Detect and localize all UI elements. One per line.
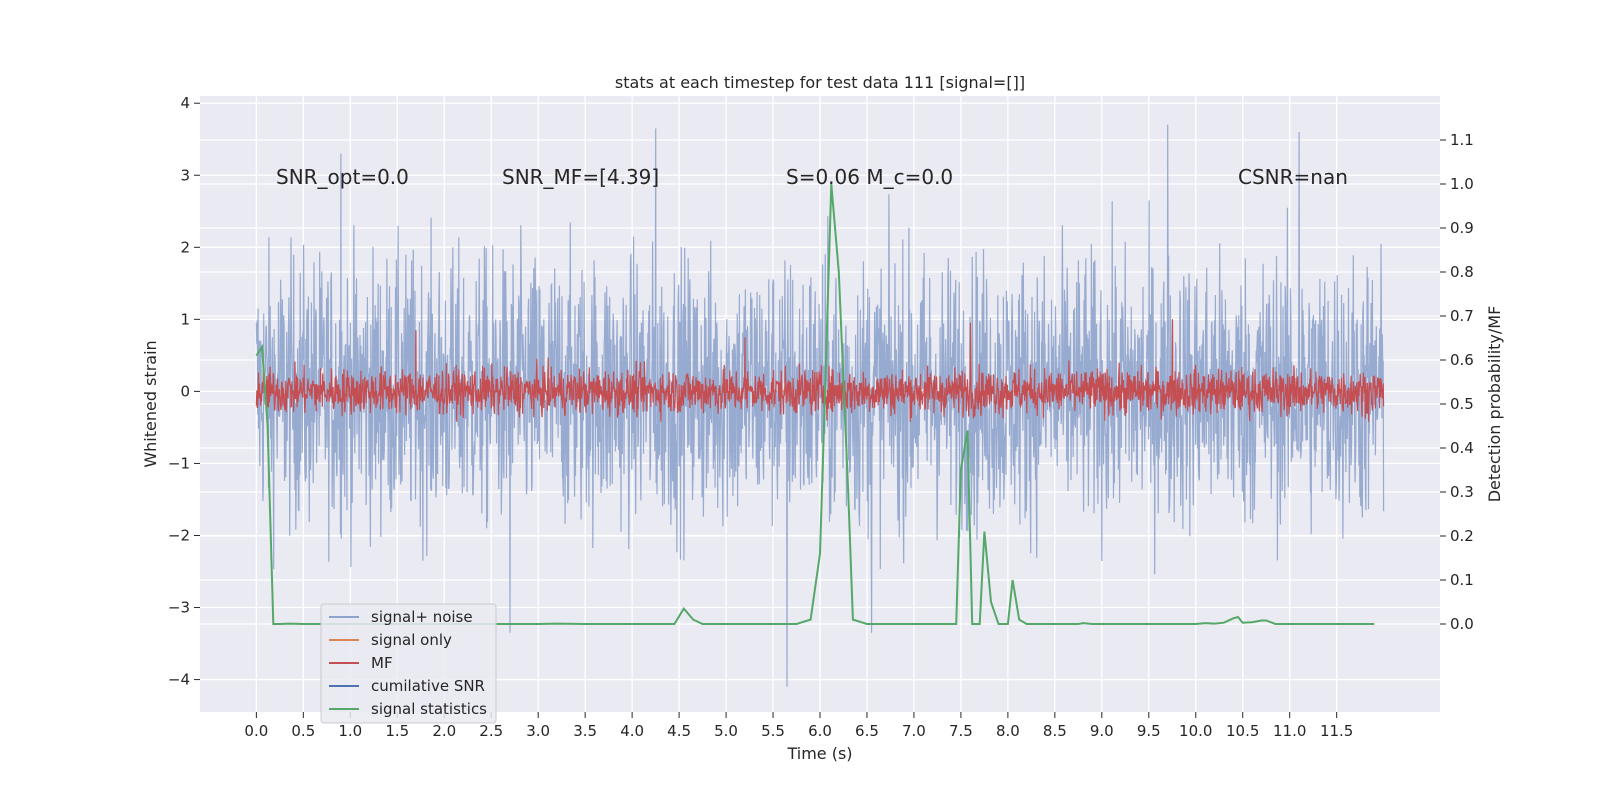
x-tick-label: 4.5 xyxy=(667,722,691,740)
legend: signal+ noise signal only MF cumilative SNR… xyxy=(320,603,497,724)
chart-title: stats at each timestep for test data 111… xyxy=(615,73,1025,92)
legend-label: signal only xyxy=(371,631,452,649)
y-left-tick-label: 4 xyxy=(180,94,190,112)
y-left-tick-label: −2 xyxy=(168,526,190,544)
y-left-tick-label: 3 xyxy=(180,166,190,184)
x-tick-label: 7.5 xyxy=(949,722,973,740)
x-tick-label: 10.0 xyxy=(1179,722,1212,740)
y-right-tick-label: 0.2 xyxy=(1450,527,1474,545)
y-right-tick-label: 0.7 xyxy=(1450,307,1474,325)
annotation-csnr: CSNR=nan xyxy=(1238,165,1348,189)
y-left-tick-label: −3 xyxy=(168,599,190,617)
x-tick-label: 8.5 xyxy=(1043,722,1067,740)
y-right-tick-label: 0.8 xyxy=(1450,263,1474,281)
x-tick-label: 0.0 xyxy=(244,722,268,740)
x-tick-label: 5.0 xyxy=(714,722,738,740)
x-tick-label: 6.0 xyxy=(808,722,832,740)
y-left-tick-label: −1 xyxy=(168,454,190,472)
y-right-tick-label: 0.4 xyxy=(1450,439,1474,457)
y-right-tick-label: 0.6 xyxy=(1450,351,1474,369)
series-mf xyxy=(255,319,1385,422)
x-tick-label: 0.5 xyxy=(291,722,315,740)
annotation-snr-opt: SNR_opt=0.0 xyxy=(276,165,409,189)
x-tick-label: 6.5 xyxy=(855,722,879,740)
y-left-axis-ticks: −4 −3 −2 −1 0 1 2 3 4 xyxy=(168,94,200,689)
x-tick-label: 11.5 xyxy=(1320,722,1353,740)
y-right-tick-label: 0.9 xyxy=(1450,219,1474,237)
x-tick-label: 3.0 xyxy=(526,722,550,740)
x-tick-label: 2.5 xyxy=(479,722,503,740)
legend-label: MF xyxy=(371,654,393,672)
y-left-tick-label: 1 xyxy=(180,310,190,328)
legend-label: cumilative SNR xyxy=(371,677,485,695)
x-tick-label: 5.5 xyxy=(761,722,785,740)
series-layer xyxy=(255,124,1385,687)
series-signal-statistics xyxy=(255,183,1375,625)
annotation-snr-mf: SNR_MF=[4.39] xyxy=(502,165,659,189)
x-tick-label: 7.0 xyxy=(902,722,926,740)
y-left-axis-label: Whitened strain xyxy=(141,340,160,467)
y-right-tick-label: 1.1 xyxy=(1450,131,1474,149)
x-tick-label: 8.0 xyxy=(996,722,1020,740)
y-right-tick-label: 0.0 xyxy=(1450,615,1474,633)
y-left-tick-label: −4 xyxy=(168,671,190,689)
x-tick-label: 1.0 xyxy=(338,722,362,740)
series-signal-noise xyxy=(255,124,1385,687)
x-tick-label: 4.0 xyxy=(620,722,644,740)
annotation-s-mc: S=0.06 M_c=0.0 xyxy=(786,165,953,189)
x-tick-label: 1.5 xyxy=(385,722,409,740)
y-left-tick-label: 2 xyxy=(180,238,190,256)
x-tick-label: 3.5 xyxy=(573,722,597,740)
x-tick-label: 2.0 xyxy=(432,722,456,740)
x-tick-label: 10.5 xyxy=(1226,722,1259,740)
legend-label: signal+ noise xyxy=(371,608,473,626)
y-right-tick-label: 1.0 xyxy=(1450,175,1474,193)
y-right-axis-label: Detection probability/MF xyxy=(1485,306,1504,503)
x-tick-label: 11.0 xyxy=(1273,722,1306,740)
y-right-tick-label: 0.5 xyxy=(1450,395,1474,413)
x-tick-label: 9.0 xyxy=(1090,722,1114,740)
y-left-tick-label: 0 xyxy=(180,382,190,400)
legend-box xyxy=(320,603,497,724)
y-right-tick-label: 0.3 xyxy=(1450,483,1474,501)
x-axis-label: Time (s) xyxy=(786,744,852,763)
y-right-tick-label: 0.1 xyxy=(1450,571,1474,589)
x-axis-ticks: 0.0 0.5 1.0 1.5 2.0 2.5 3.0 3.5 4.0 4.5 5.0 5.5 6.0 6… xyxy=(244,712,1353,740)
y-right-axis-ticks: 0.0 0.1 0.2 0.3 0.4 0.5 0.6 0.7 0.8 0.9 1.0 1.1 xyxy=(1440,131,1474,633)
legend-label: signal statistics xyxy=(371,700,487,718)
x-tick-label: 9.5 xyxy=(1137,722,1161,740)
